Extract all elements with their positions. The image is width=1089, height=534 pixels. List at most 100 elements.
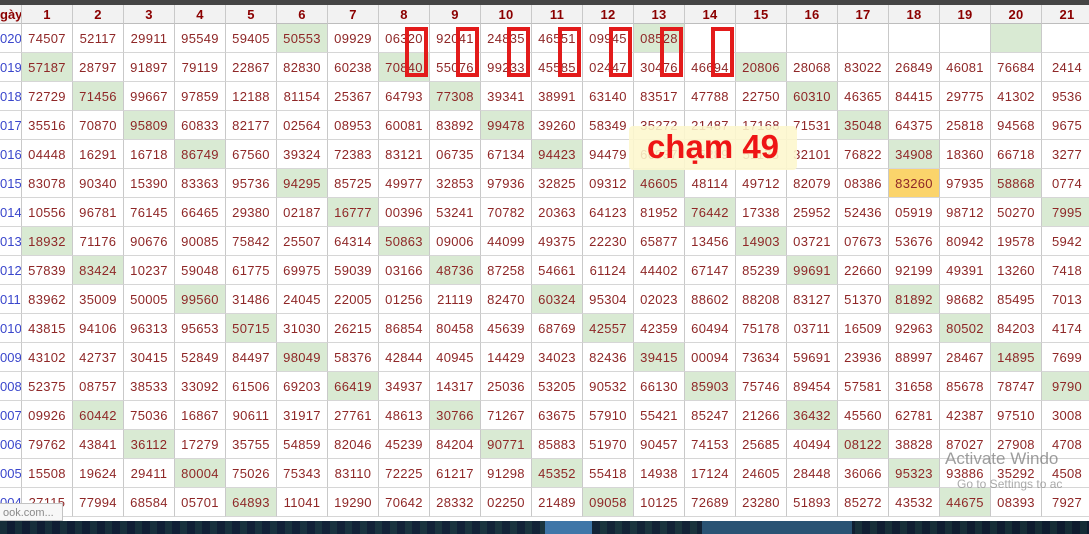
result-cell: 0774 [1042,169,1089,198]
result-cell: 85725 [328,169,379,198]
result-cell: 96313 [124,314,175,343]
result-cell: 76684 [991,53,1042,82]
red-digit-box [456,27,479,77]
result-cell: 64893 [226,488,277,517]
year-link[interactable]: 019 [0,53,22,82]
result-cell: 45639 [481,314,532,343]
year-link[interactable]: 008 [0,372,22,401]
result-cell: 60494 [685,314,736,343]
year-link[interactable]: 012 [0,256,22,285]
result-cell: 83517 [634,82,685,111]
result-cell: 28467 [940,343,991,372]
result-cell: 19578 [991,227,1042,256]
table-row: 020 74507 52117 29911 95549 59405 50553 09929 06… [0,24,1089,53]
taskbar-highlight-patch[interactable] [545,521,592,534]
result-cell: 00396 [379,198,430,227]
result-cell: 70870 [73,111,124,140]
year-link[interactable]: 007 [0,401,22,430]
year-link[interactable]: 020 [0,24,22,53]
result-cell: 42844 [379,343,430,372]
year-link[interactable]: 006 [0,430,22,459]
result-cell: 75746 [736,372,787,401]
result-cell: 75842 [226,227,277,256]
result-cell: 77994 [73,488,124,517]
result-cell: 40494 [787,430,838,459]
year-link[interactable]: 005 [0,459,22,488]
result-cell: 83962 [22,285,73,314]
result-cell: 84203 [991,314,1042,343]
result-cell: 70840 [379,53,430,82]
table-row: 010 43815 94106 96313 95653 50715 31030 26215 86… [0,314,1089,343]
result-cell: 02250 [481,488,532,517]
result-cell: 14938 [634,459,685,488]
result-cell: 40945 [430,343,481,372]
result-cell [1042,24,1089,53]
result-cell: 83892 [430,111,481,140]
result-cell: 90085 [175,227,226,256]
result-cell: 50005 [124,285,175,314]
result-cell: 90611 [226,401,277,430]
result-cell: 02023 [634,285,685,314]
result-cell: 00094 [685,343,736,372]
result-cell: 86854 [379,314,430,343]
result-cell: 10125 [634,488,685,517]
result-cell: 28332 [430,488,481,517]
table-row: 007 09926 60442 75036 16867 90611 31917 27761 48… [0,401,1089,430]
result-cell: 39260 [532,111,583,140]
year-link[interactable]: 014 [0,198,22,227]
result-cell: 18360 [940,140,991,169]
table-row: 018 72729 71456 99667 97859 12188 81154 25367 64… [0,82,1089,111]
result-cell: 63675 [532,401,583,430]
result-cell: 88997 [889,343,940,372]
result-cell: 36066 [838,459,889,488]
result-cell: 80942 [940,227,991,256]
result-cell: 43815 [22,314,73,343]
result-cell: 51970 [583,430,634,459]
taskbar-patch[interactable] [702,521,852,534]
year-link[interactable]: 017 [0,111,22,140]
result-cell: 09945 [583,24,634,53]
result-cell: 05701 [175,488,226,517]
table-row: 0042711577994685840570164893110411929070… [0,488,1089,517]
result-cell: 09929 [328,24,379,53]
year-link[interactable]: 015 [0,169,22,198]
result-cell: 94423 [532,140,583,169]
result-cell: 49977 [379,169,430,198]
result-cell: 14903 [736,227,787,256]
result-cell: 46551 [532,24,583,53]
column-header: 18 [889,5,940,24]
result-cell: 59691 [787,343,838,372]
column-header: 8 [379,5,430,24]
result-cell: 25367 [328,82,379,111]
result-cell: 18932 [22,227,73,256]
result-cell: 32853 [430,169,481,198]
result-cell: 39415 [634,343,685,372]
year-link[interactable]: 011 [0,285,22,314]
result-cell: 16718 [124,140,175,169]
result-cell: 45352 [532,459,583,488]
results-table: gày 1 2 3 4 5 6 7 8 9 10 11 12 13 14 15 16 17 18 19 20 21 020 7… [0,5,1089,517]
header-row: gày 1 2 3 4 5 6 7 8 9 10 11 12 13 14 15 16 17 18 19 20 21 [0,5,1089,24]
result-cell: 17338 [736,198,787,227]
result-cell: 98712 [940,198,991,227]
column-header: 14 [685,5,736,24]
result-cell: 16777 [328,198,379,227]
result-cell: 58349 [583,111,634,140]
result-cell: 50553 [277,24,328,53]
result-cell: 02187 [277,198,328,227]
year-link[interactable]: 016 [0,140,22,169]
result-cell: 94479 [583,140,634,169]
result-cell: 25685 [736,430,787,459]
year-link[interactable]: 010 [0,314,22,343]
red-digit-box [507,27,530,77]
table-row: 012 57839 83424 10237 59048 61775 69975 59039 03… [0,256,1089,285]
result-cell: 59039 [328,256,379,285]
column-header: 9 [430,5,481,24]
year-link[interactable]: 009 [0,343,22,372]
result-cell: 51370 [838,285,889,314]
result-cell: 48114 [685,169,736,198]
result-cell: 28448 [787,459,838,488]
year-link[interactable]: 013 [0,227,22,256]
result-cell: 42387 [940,401,991,430]
year-link[interactable]: 018 [0,82,22,111]
